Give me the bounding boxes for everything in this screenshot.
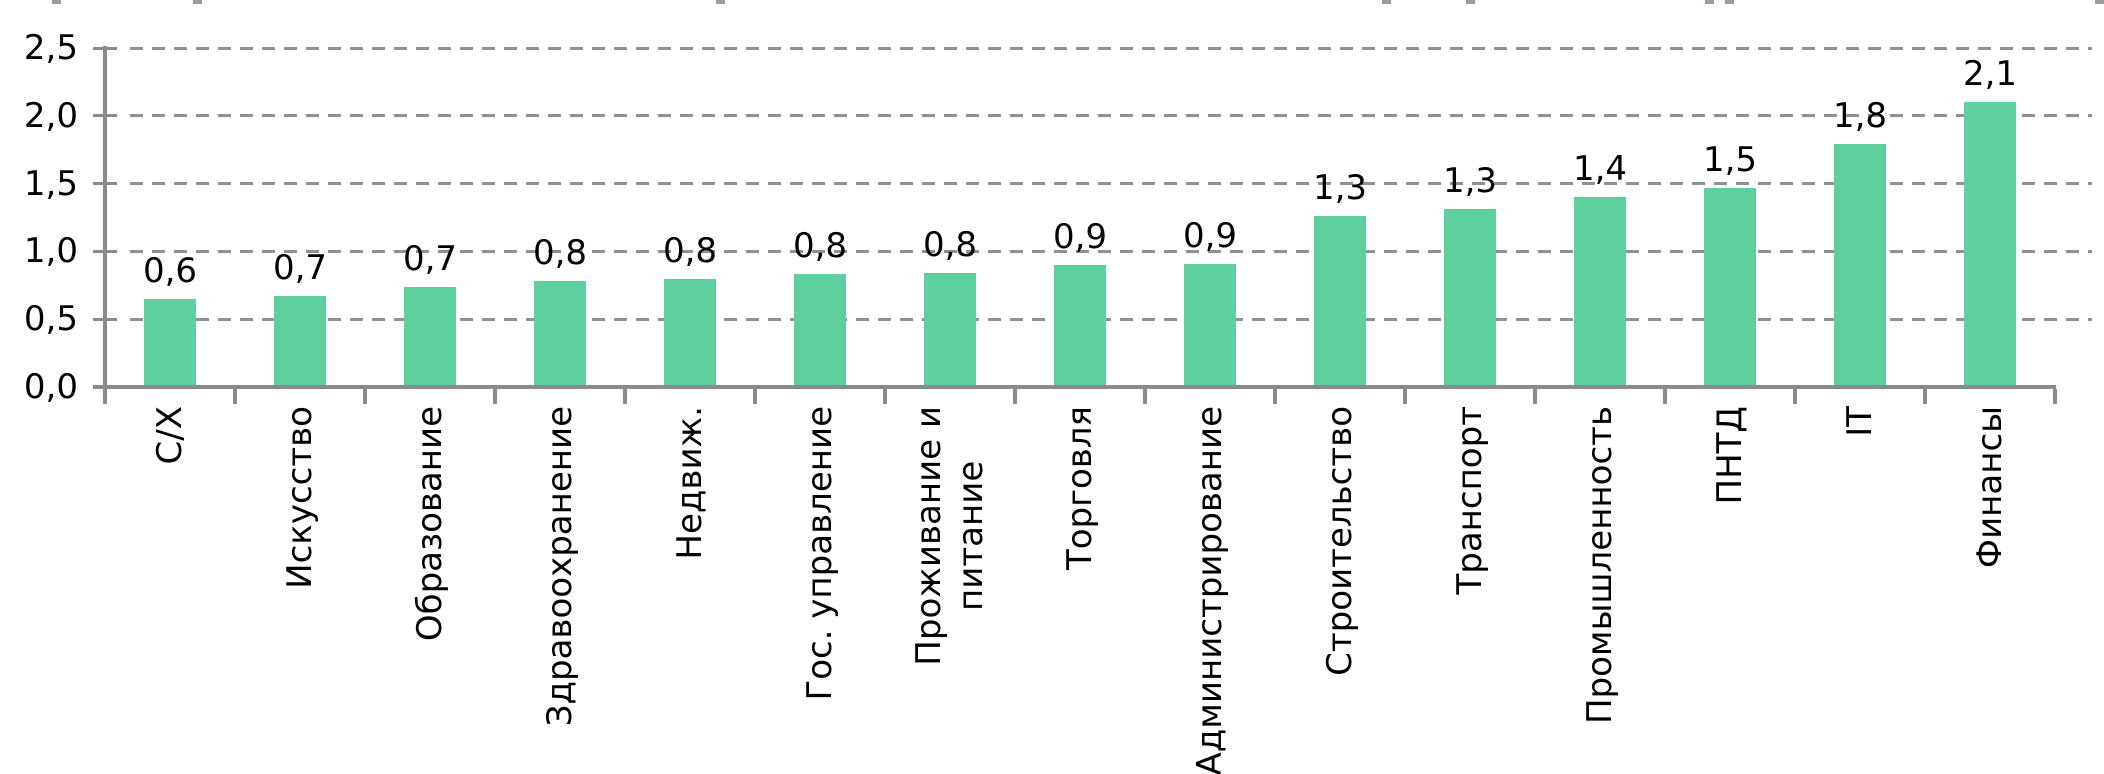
bar bbox=[1964, 102, 2016, 387]
cropped-top-text-mark bbox=[1466, 0, 1475, 4]
x-tick bbox=[623, 389, 627, 404]
bar bbox=[1314, 216, 1366, 387]
x-tick bbox=[1403, 389, 1407, 404]
cropped-top-text-mark bbox=[1725, 0, 1734, 4]
category-label: Искусство bbox=[280, 406, 320, 589]
x-tick bbox=[2053, 389, 2057, 404]
x-tick bbox=[363, 389, 367, 404]
category-label: Промышленность bbox=[1580, 406, 1620, 725]
gridline bbox=[130, 249, 2092, 253]
bar-value-label: 0,6 bbox=[142, 250, 198, 291]
cropped-top-text-mark bbox=[52, 0, 61, 4]
y-tick-label: 0,0 bbox=[23, 367, 78, 407]
y-axis-line bbox=[103, 46, 107, 389]
gridline bbox=[130, 46, 2092, 50]
x-tick bbox=[883, 389, 887, 404]
bar-value-label: 0,8 bbox=[662, 230, 718, 271]
bar bbox=[534, 281, 586, 387]
bar bbox=[1834, 144, 1886, 387]
x-tick bbox=[1663, 389, 1667, 404]
bar-value-label: 0,9 bbox=[1052, 216, 1108, 257]
category-label: Проживание и питание bbox=[909, 406, 991, 666]
category-label: IT bbox=[1840, 406, 1880, 437]
bar bbox=[144, 298, 196, 387]
bar bbox=[404, 286, 456, 387]
category-label: Финансы bbox=[1970, 406, 2010, 569]
bar-value-label: 1,3 bbox=[1312, 168, 1368, 209]
bar bbox=[924, 273, 976, 387]
y-tick-label: 0,5 bbox=[23, 299, 78, 340]
bar bbox=[1444, 209, 1496, 387]
category-label: Администрирование bbox=[1190, 406, 1230, 774]
category-label: Торговля bbox=[1060, 406, 1100, 571]
cropped-top-text-mark bbox=[1705, 0, 1714, 4]
cropped-top-text-mark bbox=[1382, 0, 1391, 4]
category-label: Транспорт bbox=[1450, 406, 1490, 595]
x-tick bbox=[233, 389, 237, 404]
bar-value-label: 0,7 bbox=[272, 248, 328, 289]
y-tick-label: 2,5 bbox=[23, 28, 78, 68]
category-label: ПНТД bbox=[1710, 406, 1750, 505]
bar-value-label: 1,5 bbox=[1702, 139, 1758, 180]
gridline bbox=[130, 182, 2092, 186]
bar-value-label: 1,8 bbox=[1832, 96, 1888, 137]
x-tick bbox=[1793, 389, 1797, 404]
x-tick bbox=[1273, 389, 1277, 404]
x-tick bbox=[1143, 389, 1147, 404]
x-tick bbox=[493, 389, 497, 404]
gridline bbox=[130, 114, 2092, 118]
bar bbox=[794, 274, 846, 387]
bar-value-label: 0,7 bbox=[402, 238, 458, 279]
bar-value-label: 0,8 bbox=[792, 226, 848, 267]
cropped-top-text-mark bbox=[193, 0, 202, 4]
category-label: Гос. управление bbox=[800, 406, 840, 701]
y-tick-label: 2,0 bbox=[23, 95, 78, 136]
category-label: Недвиж. bbox=[670, 406, 710, 560]
bar bbox=[1184, 263, 1236, 387]
bar bbox=[1704, 187, 1756, 387]
bar bbox=[1054, 264, 1106, 387]
bar-value-label: 1,4 bbox=[1572, 149, 1628, 190]
x-tick bbox=[1533, 389, 1537, 404]
x-tick bbox=[1923, 389, 1927, 404]
gridline bbox=[130, 317, 2092, 321]
bar bbox=[1574, 197, 1626, 387]
y-tick-label: 1,0 bbox=[23, 231, 78, 272]
bar bbox=[274, 296, 326, 387]
category-label: Строительство bbox=[1320, 406, 1360, 676]
category-label: Образование bbox=[410, 406, 450, 642]
category-label: С/Х bbox=[150, 406, 190, 465]
bar-value-label: 2,1 bbox=[1962, 54, 2018, 95]
cropped-top-text-mark bbox=[2095, 0, 2104, 4]
x-tick bbox=[103, 389, 107, 404]
bar-value-label: 0,8 bbox=[532, 233, 588, 274]
category-label: Здравоохранение bbox=[540, 406, 580, 727]
x-axis-line bbox=[93, 385, 2056, 389]
x-tick bbox=[1013, 389, 1017, 404]
y-tick-label: 1,5 bbox=[23, 163, 78, 204]
bar-value-label: 0,9 bbox=[1182, 215, 1238, 256]
cropped-top-text-mark bbox=[716, 0, 725, 4]
bar-value-label: 0,8 bbox=[922, 225, 978, 266]
x-tick bbox=[753, 389, 757, 404]
bar-value-label: 1,3 bbox=[1442, 161, 1498, 202]
bar bbox=[664, 278, 716, 387]
